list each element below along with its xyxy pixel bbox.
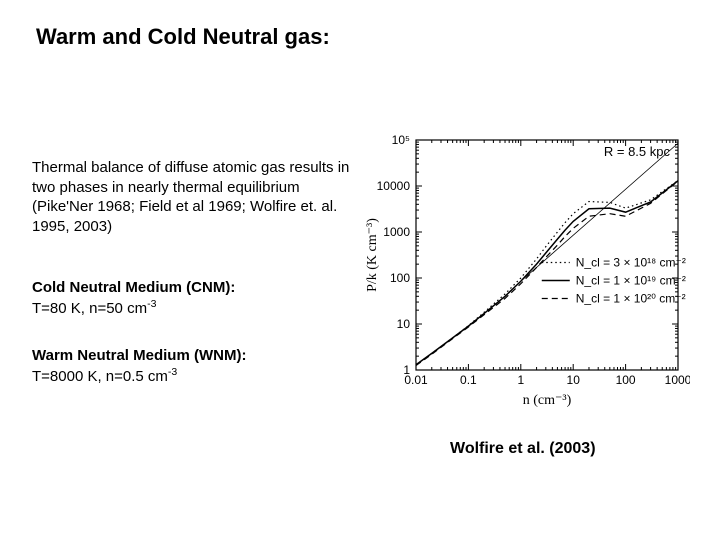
phase-diagram-chart: 0.010.1110100100011010010001000010⁵n (cm… bbox=[360, 130, 690, 410]
wnm-exp: -3 bbox=[168, 366, 177, 378]
svg-text:n (cm⁻³): n (cm⁻³) bbox=[523, 393, 572, 408]
page-title: Warm and Cold Neutral gas: bbox=[36, 24, 330, 50]
svg-text:1: 1 bbox=[517, 373, 524, 387]
cnm-line: T=80 K, n=50 cm bbox=[32, 300, 147, 317]
svg-text:10000: 10000 bbox=[377, 179, 411, 193]
svg-text:10⁵: 10⁵ bbox=[392, 133, 410, 147]
svg-text:R = 8.5 kpc: R = 8.5 kpc bbox=[604, 144, 671, 159]
svg-text:0.1: 0.1 bbox=[460, 373, 477, 387]
svg-text:N_cl = 1 × 10²⁰ cm⁻²: N_cl = 1 × 10²⁰ cm⁻² bbox=[576, 292, 686, 306]
svg-text:N_cl = 3 × 10¹⁸ cm⁻²: N_cl = 3 × 10¹⁸ cm⁻² bbox=[576, 256, 686, 270]
svg-text:100: 100 bbox=[390, 271, 410, 285]
svg-text:10: 10 bbox=[397, 317, 411, 331]
svg-text:1: 1 bbox=[403, 363, 410, 377]
wnm-line: T=8000 K, n=0.5 cm bbox=[32, 368, 168, 385]
wnm-block: Warm Neutral Medium (WNM): T=8000 K, n=0… bbox=[32, 346, 246, 386]
svg-text:N_cl = 1 × 10¹⁹ cm⁻²: N_cl = 1 × 10¹⁹ cm⁻² bbox=[576, 274, 686, 288]
svg-text:P/k (K cm⁻³): P/k (K cm⁻³) bbox=[365, 218, 380, 292]
cnm-head: Cold Neutral Medium (CNM): bbox=[32, 279, 235, 296]
svg-text:1000: 1000 bbox=[383, 225, 410, 239]
wnm-head: Warm Neutral Medium (WNM): bbox=[32, 347, 246, 364]
svg-text:1000: 1000 bbox=[665, 373, 690, 387]
svg-text:100: 100 bbox=[616, 373, 636, 387]
cnm-exp: -3 bbox=[147, 298, 156, 310]
intro-paragraph: Thermal balance of diffuse atomic gas re… bbox=[32, 158, 350, 236]
svg-text:10: 10 bbox=[567, 373, 581, 387]
figure-caption: Wolfire et al. (2003) bbox=[450, 440, 596, 458]
cnm-block: Cold Neutral Medium (CNM): T=80 K, n=50 … bbox=[32, 278, 235, 318]
